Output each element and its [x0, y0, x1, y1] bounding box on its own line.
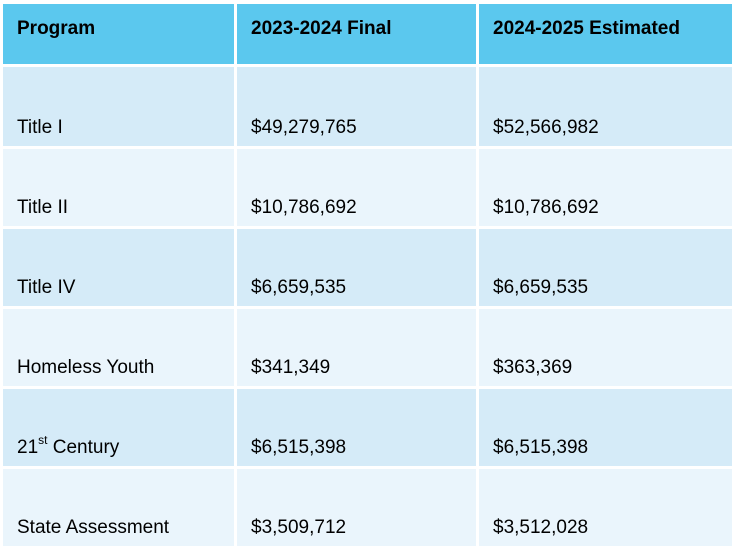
final-2023-2024-cell: $6,659,535	[237, 229, 479, 309]
table-row: State Assessment $3,509,712 $3,512,028	[3, 469, 732, 549]
program-cell: Title II	[3, 149, 237, 229]
table-row: Title I $49,279,765 $52,566,982	[3, 67, 732, 149]
table-row: Title II $10,786,692 $10,786,692	[3, 149, 732, 229]
final-2023-2024-cell: $341,349	[237, 309, 479, 389]
program-cell: Title IV	[3, 229, 237, 309]
table-row: Title IV $6,659,535 $6,659,535	[3, 229, 732, 309]
final-2023-2024-cell: $10,786,692	[237, 149, 479, 229]
estimated-2024-2025-cell: $3,512,028	[479, 469, 732, 549]
estimated-2024-2025-cell: $6,659,535	[479, 229, 732, 309]
program-cell: State Assessment	[3, 469, 237, 549]
program-cell: Homeless Youth	[3, 309, 237, 389]
final-2023-2024-cell: $49,279,765	[237, 67, 479, 149]
estimated-2024-2025-cell: $363,369	[479, 309, 732, 389]
column-header-2023-2024-final: 2023-2024 Final	[237, 4, 479, 67]
estimated-2024-2025-cell: $6,515,398	[479, 389, 732, 469]
funding-table: Program 2023-2024 Final 2024-2025 Estima…	[3, 4, 732, 549]
program-cell: 21st Century	[3, 389, 237, 469]
program-cell: Title I	[3, 67, 237, 149]
table-row: Homeless Youth $341,349 $363,369	[3, 309, 732, 389]
table-row: 21st Century $6,515,398 $6,515,398	[3, 389, 732, 469]
estimated-2024-2025-cell: $10,786,692	[479, 149, 732, 229]
final-2023-2024-cell: $3,509,712	[237, 469, 479, 549]
final-2023-2024-cell: $6,515,398	[237, 389, 479, 469]
column-header-2024-2025-estimated: 2024-2025 Estimated	[479, 4, 732, 67]
table-header-row: Program 2023-2024 Final 2024-2025 Estima…	[3, 4, 732, 67]
column-header-program: Program	[3, 4, 237, 67]
estimated-2024-2025-cell: $52,566,982	[479, 67, 732, 149]
